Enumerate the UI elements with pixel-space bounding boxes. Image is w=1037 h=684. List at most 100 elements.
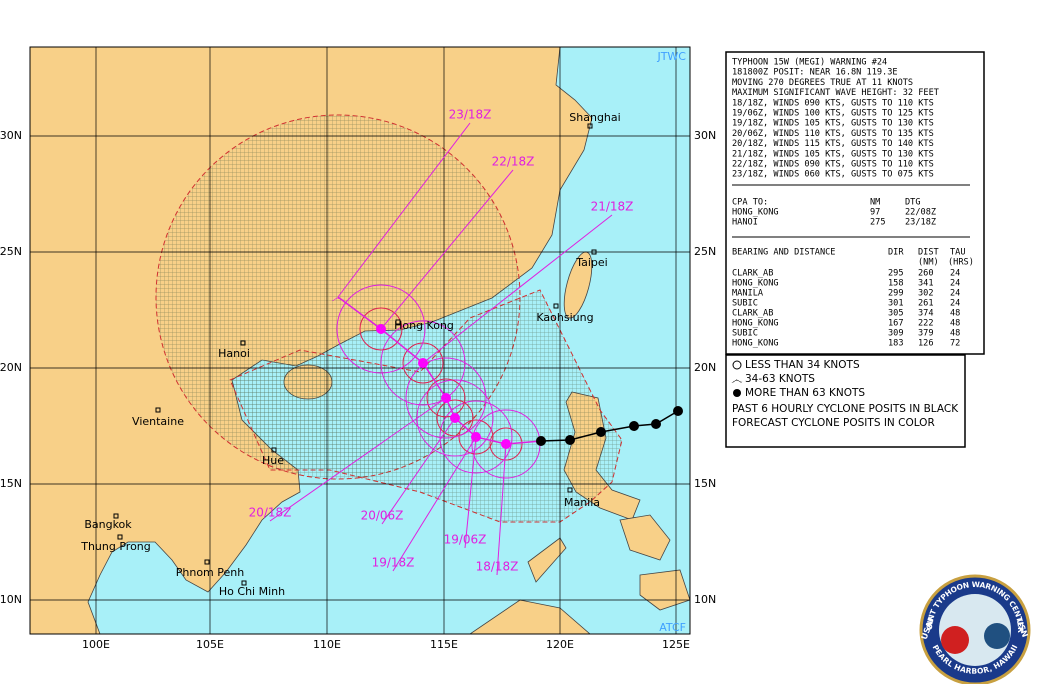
bearing-cell: HONG_KONG — [732, 339, 779, 349]
lon-label: 125E — [662, 638, 690, 651]
bearing-cell: 302 — [918, 289, 934, 299]
wind-radius — [405, 357, 487, 439]
bearing-sub: (HRS) — [948, 258, 974, 268]
legend-symbol — [732, 360, 742, 370]
leader-line — [269, 397, 447, 522]
bearing-cell: MANILA — [732, 289, 764, 299]
past-posit — [596, 427, 606, 437]
bearing-cell: 158 — [888, 279, 904, 289]
cpa-cell: 22/08Z — [905, 208, 936, 218]
lat-label: 30N — [0, 129, 22, 142]
bearing-cell: 309 — [888, 329, 904, 339]
leader-line — [392, 436, 477, 572]
legend-symbol: ෴ — [731, 373, 742, 387]
bearing-cell: SUBIC — [732, 299, 758, 309]
warning-line: 22/18Z, WINDS 090 KTS, GUSTS TO 110 KTS — [732, 160, 934, 170]
bearing-cell: 48 — [950, 319, 960, 329]
leader-line — [337, 122, 471, 298]
lat-label: 15N — [694, 477, 716, 490]
leader-line — [464, 436, 477, 549]
lat-label: 10N — [694, 593, 716, 606]
forecast-track — [337, 296, 542, 445]
bearing-cell: 72 — [950, 339, 960, 349]
city-marker — [271, 447, 277, 453]
place-label: Bangkok — [84, 518, 132, 531]
lon-label: 105E — [196, 638, 224, 651]
leader-line — [381, 417, 456, 525]
city-marker — [395, 319, 401, 325]
wind-radius — [336, 284, 426, 374]
cpa-header: CPA TO: — [732, 198, 768, 208]
cpa-cell: 97 — [870, 208, 880, 218]
warning-line: 19/18Z, WINDS 105 KTS, GUSTS TO 130 KTS — [732, 119, 934, 129]
legend-text: LESS THAN 34 KNOTS — [745, 359, 860, 371]
warning-line: 18/18Z, WINDS 090 KTS, GUSTS TO 110 KTS — [732, 98, 934, 108]
place-label: Manila — [564, 496, 600, 509]
place-label: Hanoi — [218, 347, 250, 360]
warning-line: 23/18Z, WINDS 060 KTS, GUSTS TO 075 KTS — [732, 170, 934, 180]
bearing-cell: 222 — [918, 319, 934, 329]
warning-box — [725, 51, 985, 355]
lat-label: 25N — [0, 245, 22, 258]
wind-radius — [380, 320, 466, 406]
bearing-cell: 341 — [918, 279, 934, 289]
legend-text: FORECAST CYCLONE POSITS IN COLOR — [732, 417, 935, 429]
warning-line: 21/18Z, WINDS 105 KTS, GUSTS TO 130 KTS — [732, 149, 934, 159]
city-marker — [117, 534, 123, 540]
bearing-cell: 126 — [918, 339, 934, 349]
warning-line: 19/06Z, WINDS 100 KTS, GUSTS TO 125 KTS — [732, 109, 934, 119]
bearing-cell: 379 — [918, 329, 934, 339]
city-marker — [113, 513, 119, 519]
bearing-cell: CLARK_AB — [732, 309, 773, 319]
wind-radius — [426, 378, 466, 418]
bearing-header: TAU — [950, 248, 966, 258]
cpa-cell: 23/18Z — [905, 218, 936, 228]
leader-line — [496, 443, 507, 576]
lat-label: 10N — [0, 593, 22, 606]
lat-label: 25N — [694, 245, 716, 258]
place-label: Kaohsiung — [536, 311, 593, 324]
city-marker — [155, 407, 161, 413]
forecast-time: 21/18Z — [591, 200, 634, 214]
bearing-cell: 24 — [950, 269, 960, 279]
place-label: Shanghai — [569, 111, 620, 124]
leader-line — [380, 169, 514, 330]
forecast-time: 18/18Z — [476, 560, 519, 574]
wind-radius — [439, 400, 513, 474]
lon-label: 115E — [430, 638, 458, 651]
bearing-cell: 305 — [888, 309, 904, 319]
legend-symbol — [733, 389, 741, 397]
map-frame — [29, 46, 691, 635]
bearing-sub: (NM) — [918, 258, 939, 268]
wind-radius — [489, 427, 523, 461]
city-marker — [204, 559, 210, 565]
cpa-header: DTG — [905, 198, 921, 208]
bearing-cell: 24 — [950, 279, 960, 289]
place-label: Vientaine — [132, 415, 184, 428]
place-label: Hue — [262, 454, 284, 467]
leader-line — [422, 214, 613, 364]
bearing-cell: HONG_KONG — [732, 319, 779, 329]
forecast-posit: ෴ — [331, 290, 344, 306]
legend-text: MORE THAN 63 KNOTS — [745, 387, 865, 399]
warning-line: 181800Z POSIT: NEAR 16.8N 119.3E — [732, 68, 898, 78]
forecast-time: 23/18Z — [449, 108, 492, 122]
forecast-time: 20/18Z — [249, 506, 292, 520]
lon-label: 120E — [546, 638, 574, 651]
bearing-cell: 260 — [918, 269, 934, 279]
wind-radius — [359, 307, 403, 351]
warning-line: TYPHOON 15W (MEGI) WARNING #24 — [732, 58, 887, 68]
cpa-cell: HONG_KONG — [732, 208, 779, 218]
lat-label: 30N — [694, 129, 716, 142]
corner-label: ATCF — [659, 621, 686, 634]
cpa-cell: HANOI — [732, 218, 758, 228]
lon-label: 100E — [82, 638, 110, 651]
past-posit — [536, 436, 546, 446]
legend-text: 34-63 KNOTS — [745, 373, 815, 385]
bearing-cell: 261 — [918, 299, 934, 309]
past-posit — [673, 406, 683, 416]
place-label: Ho Chi Minh — [219, 585, 285, 598]
place-label: Hong Kong — [394, 319, 454, 332]
